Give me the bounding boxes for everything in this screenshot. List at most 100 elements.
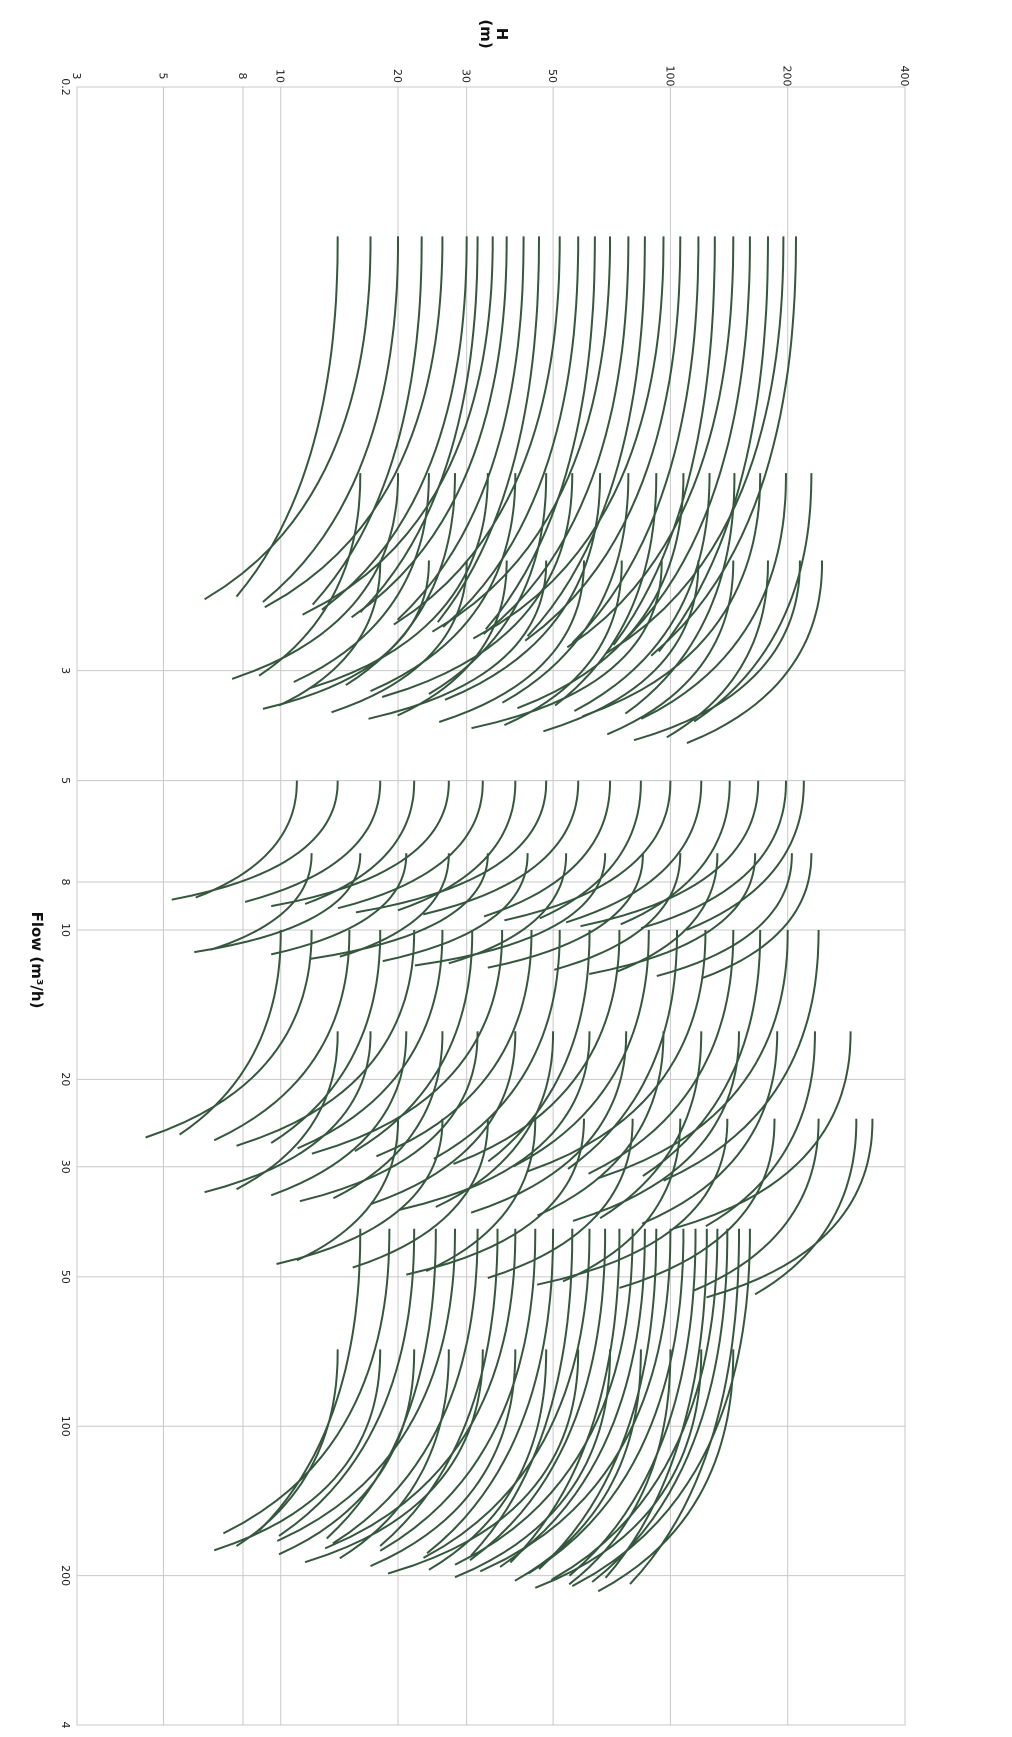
pump-curve	[244, 780, 382, 903]
x-axis-title: Flow (m³/h)	[28, 912, 46, 1009]
pump-curve	[606, 560, 735, 736]
pump-curve	[568, 1349, 672, 1586]
pump-curve	[571, 236, 700, 644]
pump-curve	[485, 236, 596, 630]
pump-curve	[573, 473, 711, 712]
pump-curve	[588, 929, 735, 1175]
pump-curve	[354, 930, 474, 1152]
pump-curve	[633, 560, 801, 742]
pump-curve	[543, 560, 700, 733]
pump-curve	[406, 1118, 585, 1276]
pump-curve	[435, 1031, 555, 1208]
pump-curve	[431, 236, 611, 633]
pump-curve	[588, 853, 757, 975]
pump-curve	[270, 1031, 408, 1197]
pump-curve	[503, 560, 623, 727]
pump-curve	[278, 560, 382, 707]
pump-curve	[213, 929, 351, 1142]
pump-curve	[554, 853, 682, 971]
flow-tick-label: 200	[59, 1565, 72, 1586]
pump-curve	[599, 1031, 703, 1220]
pump-curve	[663, 929, 820, 1182]
pump-curve	[236, 929, 416, 1147]
pump-curve	[299, 1031, 479, 1203]
pump-curve	[487, 1118, 634, 1279]
pump-curve	[642, 929, 762, 1177]
pump-curve	[658, 236, 769, 653]
pump-curve	[701, 853, 813, 980]
pump-curve	[264, 236, 444, 609]
h-tick-label: 100	[663, 66, 676, 87]
pump-curve	[436, 236, 540, 623]
pump-curve	[337, 780, 484, 910]
pump-curve	[278, 1349, 416, 1556]
pump-curve	[470, 1031, 628, 1214]
pump-curve	[591, 1228, 729, 1583]
pump-curve	[428, 1349, 548, 1571]
h-tick-label: 5	[156, 73, 169, 80]
pump-curve	[438, 560, 585, 723]
pump-curve	[705, 1031, 816, 1228]
pump-curve	[355, 780, 548, 914]
y-axis-title-line1: H	[493, 28, 511, 41]
pump-curve	[423, 1228, 591, 1559]
h-tick-label: 3	[70, 73, 83, 80]
pump-curve	[656, 853, 793, 978]
pump-curve	[399, 1031, 591, 1211]
pump-curve	[754, 1118, 858, 1296]
pump-curve	[571, 1228, 751, 1587]
pump-curve	[414, 853, 607, 967]
pump-curve	[276, 1118, 444, 1265]
pump-curve	[293, 473, 430, 683]
pump-curve	[597, 929, 789, 1180]
pump-curve	[276, 1228, 456, 1542]
pump-curve	[321, 236, 468, 611]
pump-curve	[527, 1228, 685, 1575]
y-axis-title-line2: (m)	[477, 19, 495, 48]
pump-curve	[469, 1228, 607, 1561]
pump-curve	[538, 1228, 658, 1570]
pump-curve	[472, 236, 665, 640]
pump-curve	[524, 236, 682, 642]
pump-curve	[692, 1118, 820, 1293]
pump-curve	[604, 1228, 708, 1579]
pump-curve	[375, 929, 533, 1158]
h-tick-label: 30	[460, 69, 473, 83]
pump-curve	[514, 1349, 642, 1582]
pump-curve	[270, 930, 382, 1144]
pump-curve	[537, 1031, 665, 1217]
pump-curve	[213, 1349, 382, 1552]
pump-curve	[487, 930, 591, 1163]
pump-curve	[426, 1228, 555, 1554]
pump-curve	[396, 236, 525, 621]
pump-curve	[686, 560, 823, 745]
pump-curve	[278, 1228, 416, 1537]
pump-curve	[370, 1349, 517, 1568]
pump-curve	[332, 1031, 444, 1200]
pump-curve	[650, 236, 797, 657]
pump-curve	[397, 780, 517, 912]
h-tick-label: 20	[391, 69, 404, 83]
pump-curve	[311, 236, 423, 606]
pump-curve	[171, 780, 339, 901]
pump-curve	[504, 780, 672, 922]
pump-curve	[271, 780, 450, 908]
pump-curve	[526, 236, 646, 637]
pump-curve	[501, 473, 630, 704]
pump-curve	[580, 780, 760, 928]
pump-curve	[179, 930, 282, 1136]
pump-curve	[368, 560, 548, 720]
pump-curve	[605, 236, 785, 655]
pump-curve	[509, 1228, 621, 1564]
pump-curve	[352, 1118, 489, 1269]
pump-curve	[331, 560, 468, 714]
pump-curve	[351, 236, 508, 619]
plot-frame	[76, 86, 906, 1726]
pump-curve	[572, 1031, 740, 1222]
flow-tick-label: 100	[59, 1416, 72, 1437]
pump-curve	[536, 1118, 729, 1286]
pump-curve	[236, 1031, 339, 1191]
pump-curve	[641, 1031, 779, 1225]
pump-curve	[550, 1228, 719, 1581]
